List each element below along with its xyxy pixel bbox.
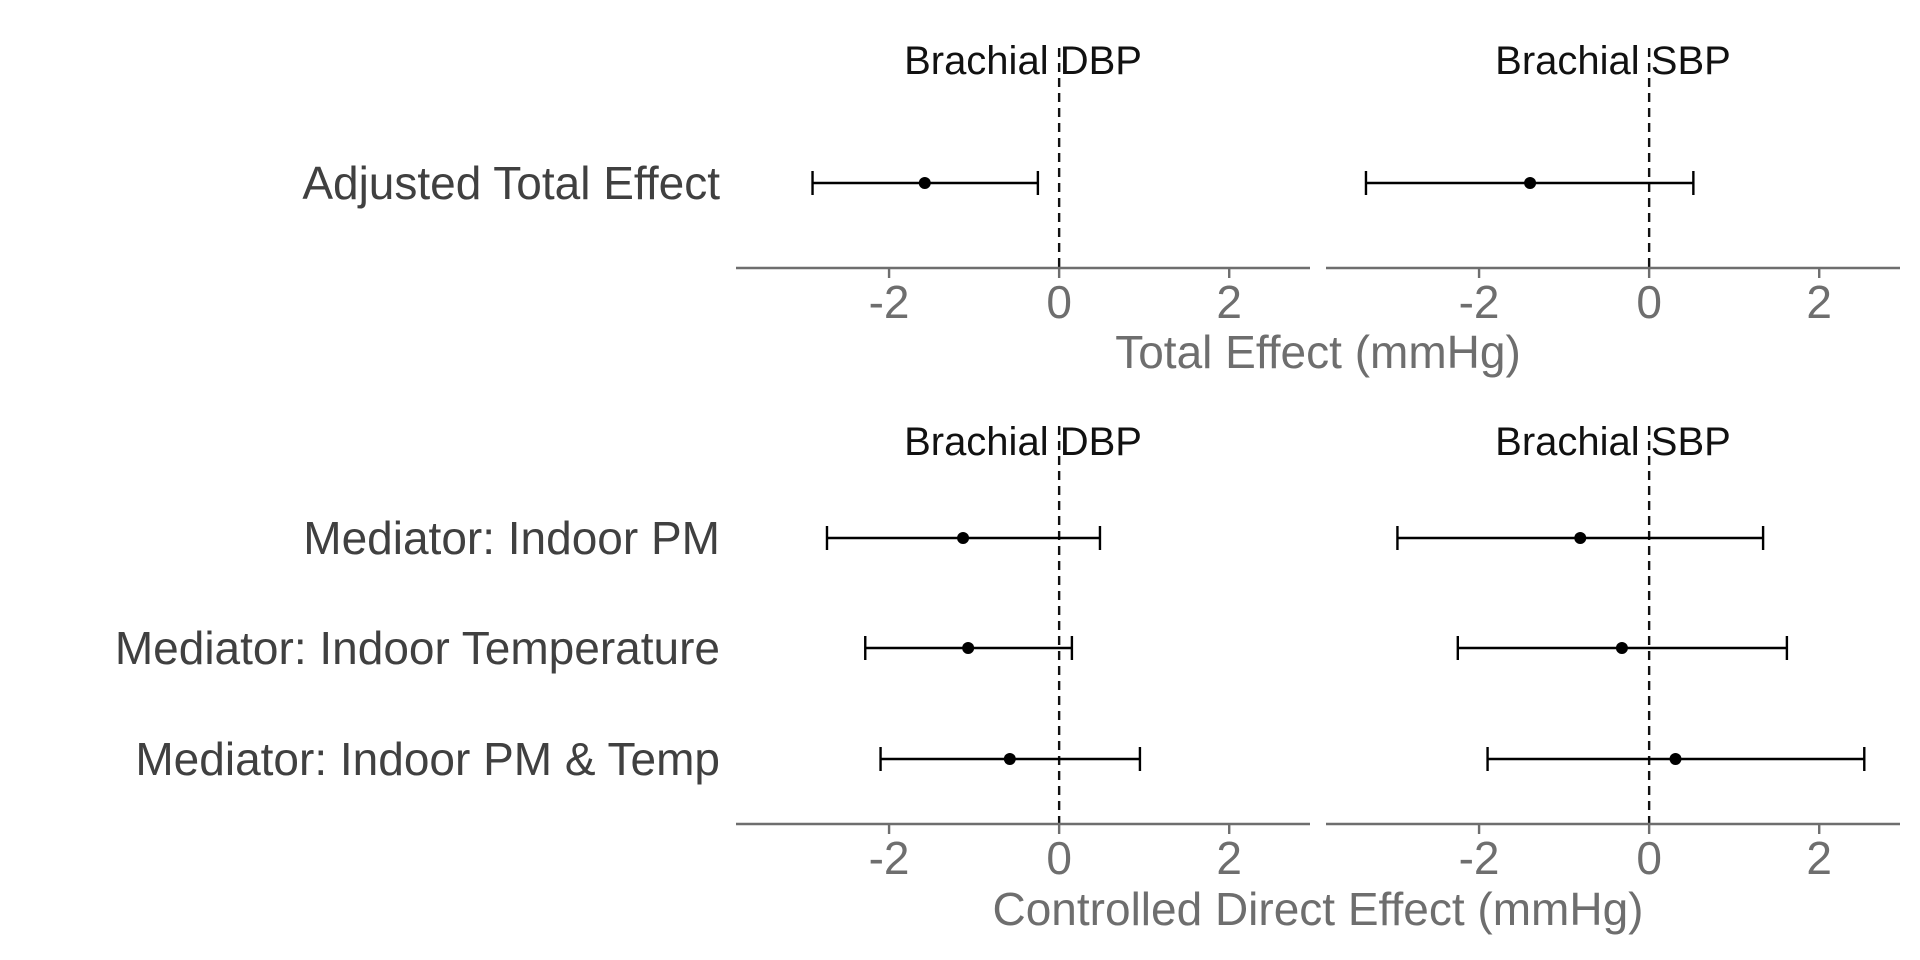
x-tick-label: 0 bbox=[1636, 832, 1662, 884]
x-tick-label: -2 bbox=[869, 832, 910, 884]
point-estimate bbox=[962, 642, 975, 654]
x-tick-label: 0 bbox=[1636, 276, 1662, 328]
x-tick-label: 0 bbox=[1046, 832, 1072, 884]
point-estimate bbox=[1669, 753, 1682, 765]
point-estimate bbox=[957, 532, 970, 544]
x-tick-label: -2 bbox=[1459, 276, 1500, 328]
point-estimate bbox=[1615, 642, 1628, 654]
point-estimate bbox=[1524, 177, 1537, 189]
x-tick-label: 2 bbox=[1216, 832, 1242, 884]
facet-title: Brachial SBP bbox=[1495, 420, 1731, 464]
row-label: Mediator: Indoor Temperature bbox=[115, 622, 720, 674]
x-tick-label: 0 bbox=[1046, 276, 1072, 328]
facet-title: Brachial DBP bbox=[904, 39, 1142, 83]
facet-title: Brachial SBP bbox=[1495, 39, 1731, 83]
x-tick-label: 2 bbox=[1806, 832, 1832, 884]
point-estimate bbox=[1003, 753, 1016, 765]
facet-title: Brachial DBP bbox=[904, 420, 1142, 464]
row-label: Adjusted Total Effect bbox=[302, 157, 720, 209]
point-estimate bbox=[918, 177, 931, 189]
x-axis-title: Total Effect (mmHg) bbox=[1115, 326, 1521, 378]
x-tick-label: -2 bbox=[1459, 832, 1500, 884]
x-tick-label: -2 bbox=[869, 276, 910, 328]
x-tick-label: 2 bbox=[1806, 276, 1832, 328]
row-label: Mediator: Indoor PM & Temp bbox=[135, 733, 720, 785]
x-axis-title: Controlled Direct Effect (mmHg) bbox=[993, 883, 1644, 935]
row-label: Mediator: Indoor PM bbox=[303, 512, 720, 564]
point-estimate bbox=[1574, 532, 1587, 544]
x-tick-label: 2 bbox=[1216, 276, 1242, 328]
